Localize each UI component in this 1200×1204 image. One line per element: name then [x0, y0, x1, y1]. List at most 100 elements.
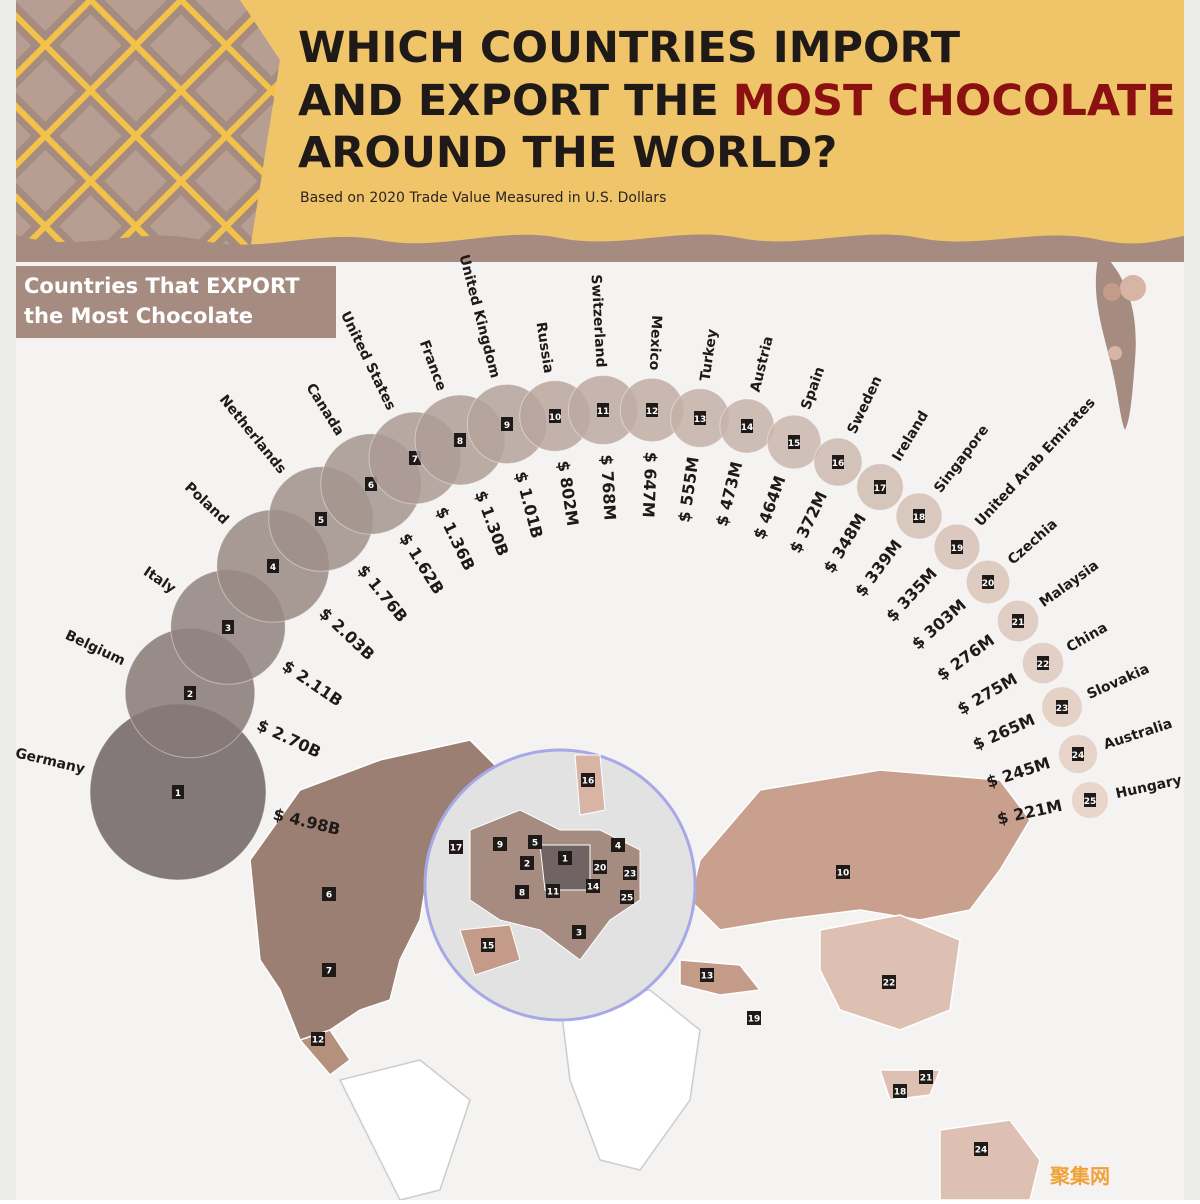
rank-label: 21	[1012, 618, 1025, 628]
map-marker-label: 17	[450, 844, 463, 854]
rank-label: 15	[788, 439, 801, 449]
rank-badge	[501, 417, 513, 431]
rank-badge	[1072, 747, 1084, 761]
map-marker-label: 3	[576, 929, 582, 939]
rank-label: 11	[597, 407, 610, 417]
map-marker	[882, 975, 896, 989]
map-marker	[572, 925, 586, 939]
map-marker-label: 25	[621, 894, 634, 904]
map-marker-label: 5	[532, 839, 538, 849]
section-label: the Most Chocolate	[24, 304, 253, 328]
rank-label: 14	[741, 423, 754, 433]
map-marker	[558, 851, 572, 865]
title-line: AND EXPORT THE MOST CHOCOLATE	[298, 76, 1176, 126]
rank-label: 8	[457, 437, 463, 447]
section-label: Countries That EXPORT	[24, 274, 300, 298]
map-marker-label: 8	[519, 889, 525, 899]
rank-badge	[1037, 656, 1049, 670]
map-marker-label: 19	[748, 1015, 761, 1025]
map-marker-label: 23	[624, 870, 637, 880]
rank-badge	[788, 435, 800, 449]
rank-badge	[913, 509, 925, 523]
map-marker	[623, 866, 637, 880]
rank-badge	[646, 403, 658, 417]
rank-label: 17	[874, 484, 887, 494]
drip-band	[16, 234, 1184, 262]
rank-label: 1	[175, 789, 181, 799]
map-marker	[593, 860, 607, 874]
rank-label: 3	[225, 624, 231, 634]
value-label: $ 647M	[639, 451, 661, 518]
country-label: Switzerland	[588, 274, 609, 368]
subtitle: Based on 2020 Trade Value Measured in U.…	[300, 190, 666, 206]
map-marker	[322, 963, 336, 977]
map-marker-label: 2	[524, 860, 530, 870]
map-marker	[919, 1070, 933, 1084]
rank-badge	[832, 455, 844, 469]
map-marker-label: 6	[326, 891, 332, 901]
map-marker	[528, 835, 542, 849]
map-marker-label: 12	[312, 1036, 325, 1046]
map-marker	[481, 938, 495, 952]
country-label: Turkey	[697, 328, 720, 382]
rank-badge	[874, 480, 886, 494]
value-label: $ 768M	[597, 454, 620, 521]
map-marker-label: 24	[975, 1146, 988, 1156]
map-marker-label: 20	[594, 864, 607, 874]
rank-badge	[951, 540, 963, 554]
rank-label: 24	[1072, 751, 1085, 761]
rank-label: 20	[982, 579, 995, 589]
title-text: AND EXPORT THE	[298, 76, 719, 126]
map-marker	[836, 865, 850, 879]
rank-label: 5	[318, 516, 324, 526]
rank-badge	[172, 785, 184, 799]
map-marker-label: 22	[883, 979, 896, 989]
map-marker-label: 21	[920, 1074, 933, 1084]
rank-label: 25	[1084, 797, 1097, 807]
watermark: 聚集网	[1049, 1164, 1110, 1188]
title-highlight: MOST CHOCOLATE	[733, 76, 1176, 126]
rank-label: 18	[913, 513, 926, 523]
map-marker	[893, 1084, 907, 1098]
map-marker	[974, 1142, 988, 1156]
map-marker-label: 10	[837, 869, 850, 879]
rank-label: 12	[646, 407, 659, 417]
rank-label: 7	[412, 455, 418, 465]
drop	[1103, 283, 1121, 301]
map-marker-label: 18	[894, 1088, 907, 1098]
rank-badge	[741, 419, 753, 433]
rank-badge	[982, 575, 994, 589]
map-marker	[322, 887, 336, 901]
map-marker	[586, 879, 600, 893]
map-marker	[581, 773, 595, 787]
map-markers: 1234567891011121314151617181920212223242…	[311, 773, 988, 1156]
map-marker	[700, 968, 714, 982]
rank-badge	[1056, 700, 1068, 714]
rank-label: 9	[504, 421, 510, 431]
map-marker-label: 15	[482, 942, 495, 952]
rank-badge	[454, 433, 466, 447]
rank-label: 19	[951, 544, 964, 554]
map-marker-label: 11	[547, 888, 560, 898]
map-marker	[311, 1032, 325, 1046]
rank-badge	[267, 559, 279, 573]
section-label-box	[16, 266, 336, 338]
drop	[1120, 275, 1146, 301]
map-marker	[515, 885, 529, 899]
rank-label: 2	[187, 690, 193, 700]
drop	[1108, 346, 1122, 360]
rank-label: 22	[1037, 660, 1050, 670]
map-marker-label: 16	[582, 777, 595, 787]
rank-badge	[694, 411, 706, 425]
map-marker	[620, 890, 634, 904]
map-marker	[747, 1011, 761, 1025]
rank-label: 16	[832, 459, 845, 469]
rank-badge	[315, 512, 327, 526]
map-marker-label: 13	[701, 972, 714, 982]
rank-label: 13	[694, 415, 707, 425]
rank-label: 4	[270, 563, 276, 573]
map-marker	[611, 838, 625, 852]
map-marker	[520, 856, 534, 870]
